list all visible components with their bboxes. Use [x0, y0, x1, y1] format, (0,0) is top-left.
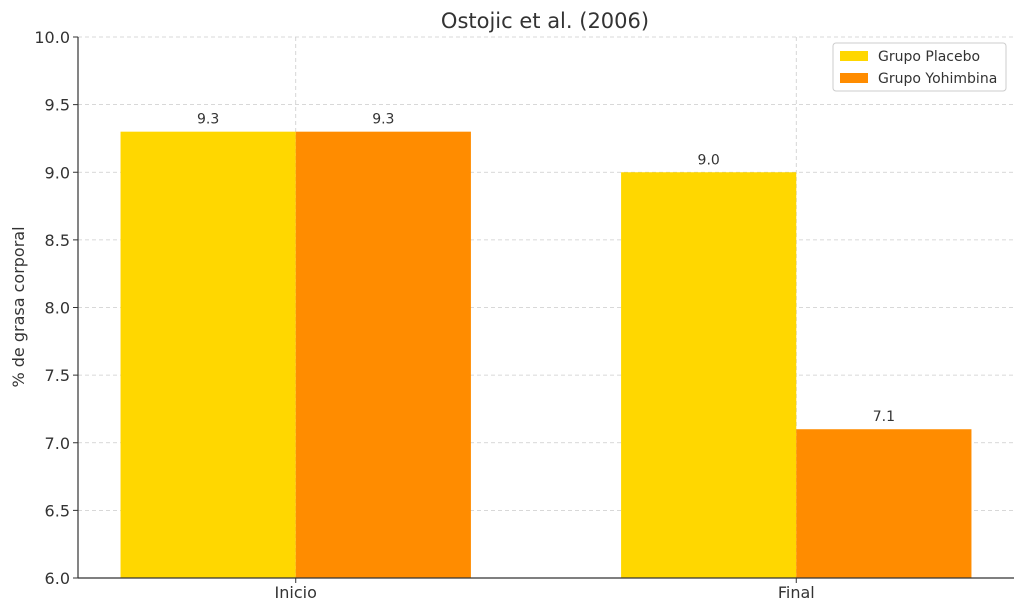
y-tick-label: 7.0 [45, 434, 70, 453]
bar-value-label: 7.1 [873, 409, 895, 425]
legend-box [832, 42, 1007, 92]
bar-grupo-yohimbina-final [796, 429, 972, 578]
bars [120, 131, 972, 579]
y-tick-label: 6.5 [45, 501, 70, 520]
y-tick-label: 8.0 [45, 299, 70, 318]
x-tick-label: Inicio [275, 583, 317, 602]
bar-value-label: 9.3 [197, 112, 219, 128]
x-tick-label: Final [778, 583, 815, 602]
bar-grupo-placebo-inicio [120, 131, 296, 579]
legend: Grupo Placebo Grupo Yohimbina [832, 42, 1007, 92]
bar-grupo-placebo-final [621, 172, 797, 578]
bar-grupo-yohimbina-inicio [295, 131, 471, 579]
y-axis-label: % de grasa corporal [9, 226, 28, 387]
bar-value-label: 9.0 [698, 152, 720, 168]
bar-value-label: 9.3 [372, 112, 394, 128]
y-tick-label: 10.0 [34, 28, 70, 47]
legend-swatch [840, 73, 868, 83]
legend-swatch [840, 51, 868, 61]
tick-labels: 6.0 6.5 7.0 7.5 8.0 8.5 9.0 9.5 10.0 9.3 9.0 9.3 7.1… [34, 28, 895, 602]
y-tick-label: 8.5 [45, 231, 70, 250]
y-tick-label: 7.5 [45, 366, 70, 385]
y-tick-label: 6.0 [45, 569, 70, 588]
legend-label: Grupo Placebo [878, 49, 980, 65]
y-tick-label: 9.0 [45, 163, 70, 182]
legend-label: Grupo Yohimbina [878, 71, 997, 87]
axes [73, 36, 1014, 583]
y-tick-label: 9.5 [45, 96, 70, 115]
chart-title: Ostojic et al. (2006) [441, 9, 649, 33]
